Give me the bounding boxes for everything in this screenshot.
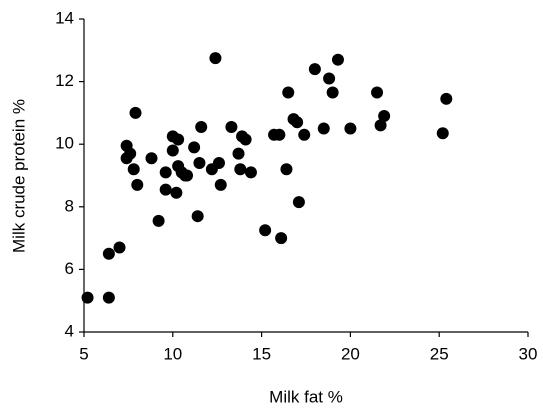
point <box>436 127 449 140</box>
x-tick-label: 10 <box>163 344 182 363</box>
x-tick-label: 30 <box>519 344 538 363</box>
x-tick-label: 25 <box>430 344 449 363</box>
point <box>102 247 115 260</box>
point <box>317 122 330 135</box>
point <box>308 63 321 76</box>
y-tick-label: 4 <box>65 321 74 340</box>
point <box>159 166 172 179</box>
point <box>113 241 126 254</box>
point <box>344 122 357 135</box>
point <box>193 156 206 169</box>
y-tick-label: 6 <box>65 259 74 278</box>
point <box>131 178 144 191</box>
point <box>440 92 453 105</box>
point <box>166 144 179 157</box>
point <box>127 163 140 176</box>
point <box>209 52 222 65</box>
x-tick-label: 5 <box>79 344 88 363</box>
point <box>326 86 339 99</box>
point <box>282 86 295 99</box>
point <box>212 156 225 169</box>
y-tick-label: 8 <box>65 196 74 215</box>
y-tick-label: 14 <box>55 8 74 27</box>
point <box>129 106 142 119</box>
point <box>195 120 208 133</box>
point <box>170 186 183 199</box>
point <box>191 210 204 223</box>
point <box>234 163 247 176</box>
point <box>292 196 305 209</box>
point <box>298 128 311 141</box>
point <box>214 178 227 191</box>
point <box>259 224 272 237</box>
point <box>145 152 158 165</box>
point <box>225 120 238 133</box>
point <box>232 147 245 160</box>
point <box>81 291 94 304</box>
y-tick-label: 10 <box>55 134 74 153</box>
point <box>102 291 115 304</box>
y-tick-label: 12 <box>55 71 74 90</box>
point <box>244 166 257 179</box>
y-axis-label: Milk crude protein % <box>9 99 28 253</box>
point <box>239 133 252 146</box>
point <box>371 86 384 99</box>
x-tick-label: 20 <box>341 344 360 363</box>
point <box>275 232 288 245</box>
point <box>181 169 194 182</box>
point <box>378 110 391 123</box>
point <box>374 119 387 132</box>
point <box>152 214 165 227</box>
point <box>331 53 344 66</box>
x-tick-label: 15 <box>252 344 271 363</box>
point <box>124 147 137 160</box>
point <box>172 133 185 146</box>
point <box>280 163 293 176</box>
x-axis-label: Milk fat % <box>269 387 343 406</box>
point <box>159 183 172 196</box>
point <box>273 128 286 141</box>
point <box>323 72 336 85</box>
point <box>188 141 201 154</box>
point <box>291 116 304 129</box>
